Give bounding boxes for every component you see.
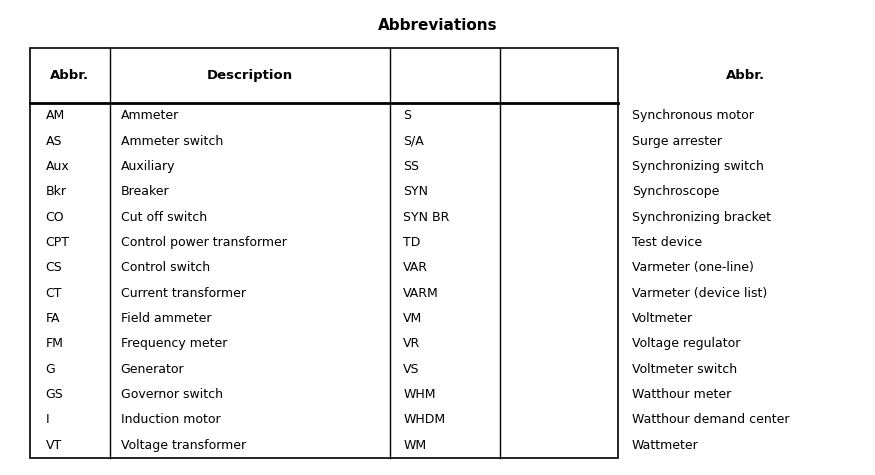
Text: Generator: Generator — [121, 363, 184, 376]
Text: Synchronizing switch: Synchronizing switch — [632, 160, 764, 173]
Text: FM: FM — [46, 337, 64, 351]
Text: Induction motor: Induction motor — [121, 413, 220, 427]
Text: CT: CT — [46, 287, 62, 300]
Text: AM: AM — [46, 109, 65, 122]
Text: SYN: SYN — [403, 185, 428, 198]
Text: VARM: VARM — [403, 287, 439, 300]
Text: Varmeter (device list): Varmeter (device list) — [632, 287, 767, 300]
Text: I: I — [46, 413, 49, 427]
Text: Ammeter switch: Ammeter switch — [121, 134, 223, 148]
Text: Breaker: Breaker — [121, 185, 169, 198]
Text: Bkr: Bkr — [46, 185, 66, 198]
Text: Governor switch: Governor switch — [121, 388, 222, 401]
Text: Voltmeter: Voltmeter — [632, 312, 693, 325]
Text: Voltage transformer: Voltage transformer — [121, 439, 246, 452]
Text: Voltmeter switch: Voltmeter switch — [632, 363, 737, 376]
Text: Abbr.: Abbr. — [725, 69, 765, 82]
Text: Synchronous motor: Synchronous motor — [632, 109, 754, 122]
Text: SS: SS — [403, 160, 419, 173]
Text: Watthour meter: Watthour meter — [632, 388, 732, 401]
Text: Ammeter: Ammeter — [121, 109, 178, 122]
Text: Auxiliary: Auxiliary — [121, 160, 175, 173]
Text: VT: VT — [46, 439, 62, 452]
Text: Aux: Aux — [46, 160, 69, 173]
Text: Wattmeter: Wattmeter — [632, 439, 699, 452]
Text: VS: VS — [403, 363, 420, 376]
Text: Synchronizing bracket: Synchronizing bracket — [632, 210, 771, 224]
Text: FA: FA — [46, 312, 60, 325]
Text: CS: CS — [46, 261, 62, 275]
Text: Field ammeter: Field ammeter — [121, 312, 211, 325]
Text: Surge arrester: Surge arrester — [632, 134, 722, 148]
Text: Voltage regulator: Voltage regulator — [632, 337, 740, 351]
Text: WHDM: WHDM — [403, 413, 445, 427]
Text: CO: CO — [46, 210, 65, 224]
Text: CPT: CPT — [46, 236, 70, 249]
Text: Varmeter (one-line): Varmeter (one-line) — [632, 261, 754, 275]
Text: Current transformer: Current transformer — [121, 287, 246, 300]
Text: Description: Description — [207, 69, 293, 82]
Text: Watthour demand center: Watthour demand center — [632, 413, 789, 427]
Text: Synchroscope: Synchroscope — [632, 185, 719, 198]
Text: S/A: S/A — [403, 134, 423, 148]
Text: Frequency meter: Frequency meter — [121, 337, 227, 351]
Text: WHM: WHM — [403, 388, 436, 401]
Text: AS: AS — [46, 134, 62, 148]
Text: G: G — [46, 363, 55, 376]
Text: VR: VR — [403, 337, 420, 351]
Text: Control power transformer: Control power transformer — [121, 236, 286, 249]
Text: GS: GS — [46, 388, 64, 401]
Text: VAR: VAR — [403, 261, 428, 275]
Text: Control switch: Control switch — [121, 261, 210, 275]
Text: Abbr.: Abbr. — [51, 69, 89, 82]
Text: TD: TD — [403, 236, 421, 249]
Text: S: S — [403, 109, 411, 122]
Text: Test device: Test device — [632, 236, 702, 249]
Text: WM: WM — [403, 439, 426, 452]
Text: SYN BR: SYN BR — [403, 210, 450, 224]
Text: VM: VM — [403, 312, 423, 325]
Text: Abbreviations: Abbreviations — [378, 18, 497, 33]
Text: Cut off switch: Cut off switch — [121, 210, 206, 224]
